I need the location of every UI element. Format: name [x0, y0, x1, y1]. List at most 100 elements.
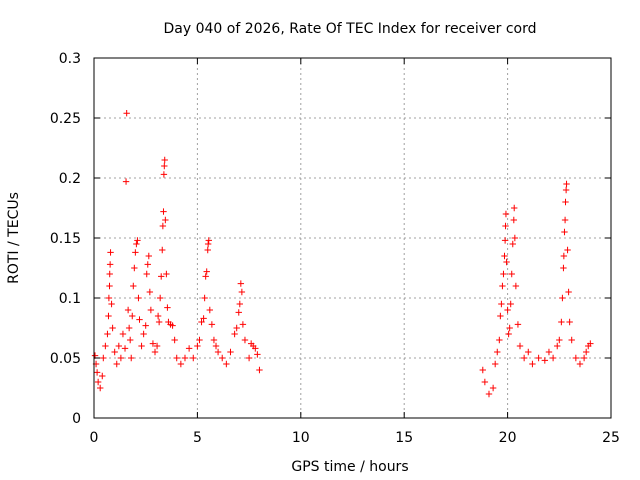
data-point — [499, 282, 506, 290]
data-point — [256, 366, 263, 374]
data-point — [159, 246, 166, 254]
data-point — [162, 216, 169, 224]
data-point — [163, 270, 170, 278]
data-point — [171, 336, 178, 344]
data-point — [161, 156, 168, 164]
data-point — [105, 312, 112, 320]
data-point — [203, 268, 210, 275]
data-point — [479, 366, 486, 374]
data-point — [239, 321, 247, 328]
data-point — [132, 249, 139, 256]
data-point — [125, 324, 133, 332]
data-points — [91, 110, 594, 398]
x-tick-label: 5 — [193, 430, 202, 446]
data-point — [105, 294, 113, 302]
data-point — [185, 345, 193, 352]
data-point — [494, 348, 501, 356]
data-point — [582, 348, 590, 356]
data-point — [121, 345, 129, 352]
data-point — [516, 342, 524, 350]
data-point — [233, 324, 240, 332]
data-point — [235, 309, 242, 316]
x-tick-label: 25 — [602, 430, 620, 446]
data-point — [568, 336, 575, 344]
data-point — [104, 330, 111, 338]
data-point — [201, 294, 208, 302]
x-tick-label: 0 — [90, 430, 99, 446]
y-tick-label: 0.2 — [59, 171, 81, 187]
data-point — [198, 318, 205, 326]
data-point — [138, 342, 145, 350]
data-point — [561, 216, 569, 224]
data-point — [236, 300, 243, 308]
data-point — [94, 378, 102, 386]
data-point — [160, 171, 168, 178]
data-point — [502, 222, 509, 230]
x-tick-label: 15 — [395, 430, 413, 446]
data-point — [156, 294, 164, 302]
data-point — [520, 354, 528, 362]
data-point — [563, 180, 570, 188]
y-tick-label: 0.3 — [59, 51, 81, 67]
data-point — [501, 252, 508, 260]
chart-title: Day 040 of 2026, Rate Of TEC Index for r… — [163, 21, 536, 37]
data-point — [161, 162, 168, 170]
data-point — [102, 342, 109, 350]
data-point — [149, 340, 157, 347]
data-point — [549, 354, 557, 362]
data-point — [525, 348, 532, 356]
axis-ticks: 0 5 10 15 20 25 0 0.05 0.1 0.15 0.2 0.25 0.3 — [50, 51, 620, 446]
data-point — [508, 270, 515, 278]
y-tick-label: 0.1 — [59, 291, 81, 307]
data-point — [164, 304, 171, 311]
data-point — [106, 282, 113, 290]
data-point — [177, 360, 185, 368]
data-point — [576, 360, 584, 368]
data-point — [206, 306, 214, 314]
data-point — [115, 342, 123, 350]
data-point — [208, 321, 216, 328]
data-point — [509, 240, 516, 248]
data-point — [223, 360, 230, 368]
data-point — [496, 336, 503, 344]
data-point — [507, 300, 514, 308]
data-point — [491, 360, 499, 368]
data-point — [501, 237, 509, 244]
data-point — [107, 249, 114, 256]
data-point — [512, 282, 520, 290]
data-point — [572, 354, 580, 362]
data-point — [106, 261, 114, 268]
data-point — [559, 294, 566, 302]
data-point — [190, 354, 197, 362]
data-point — [560, 252, 568, 260]
data-point — [231, 330, 238, 338]
data-point — [202, 273, 209, 280]
data-point — [119, 330, 127, 338]
data-point — [111, 348, 118, 356]
data-point — [560, 264, 567, 272]
data-point — [160, 208, 167, 215]
data-point — [580, 354, 588, 362]
data-point — [129, 312, 136, 320]
data-point — [147, 306, 155, 314]
data-point — [245, 354, 253, 362]
data-point — [541, 357, 549, 364]
data-point — [529, 360, 536, 368]
data-point — [155, 318, 163, 326]
data-point — [200, 315, 207, 322]
data-point — [510, 216, 518, 224]
data-point — [214, 348, 222, 356]
data-point — [504, 306, 511, 314]
data-point — [227, 348, 234, 356]
data-point — [514, 321, 522, 328]
data-point — [503, 258, 510, 266]
data-point — [123, 110, 130, 117]
data-point — [481, 378, 489, 386]
data-point — [143, 270, 150, 278]
data-point — [154, 312, 162, 320]
data-point — [565, 288, 572, 296]
data-point — [109, 324, 116, 332]
data-point — [124, 306, 132, 314]
data-point — [562, 198, 569, 206]
